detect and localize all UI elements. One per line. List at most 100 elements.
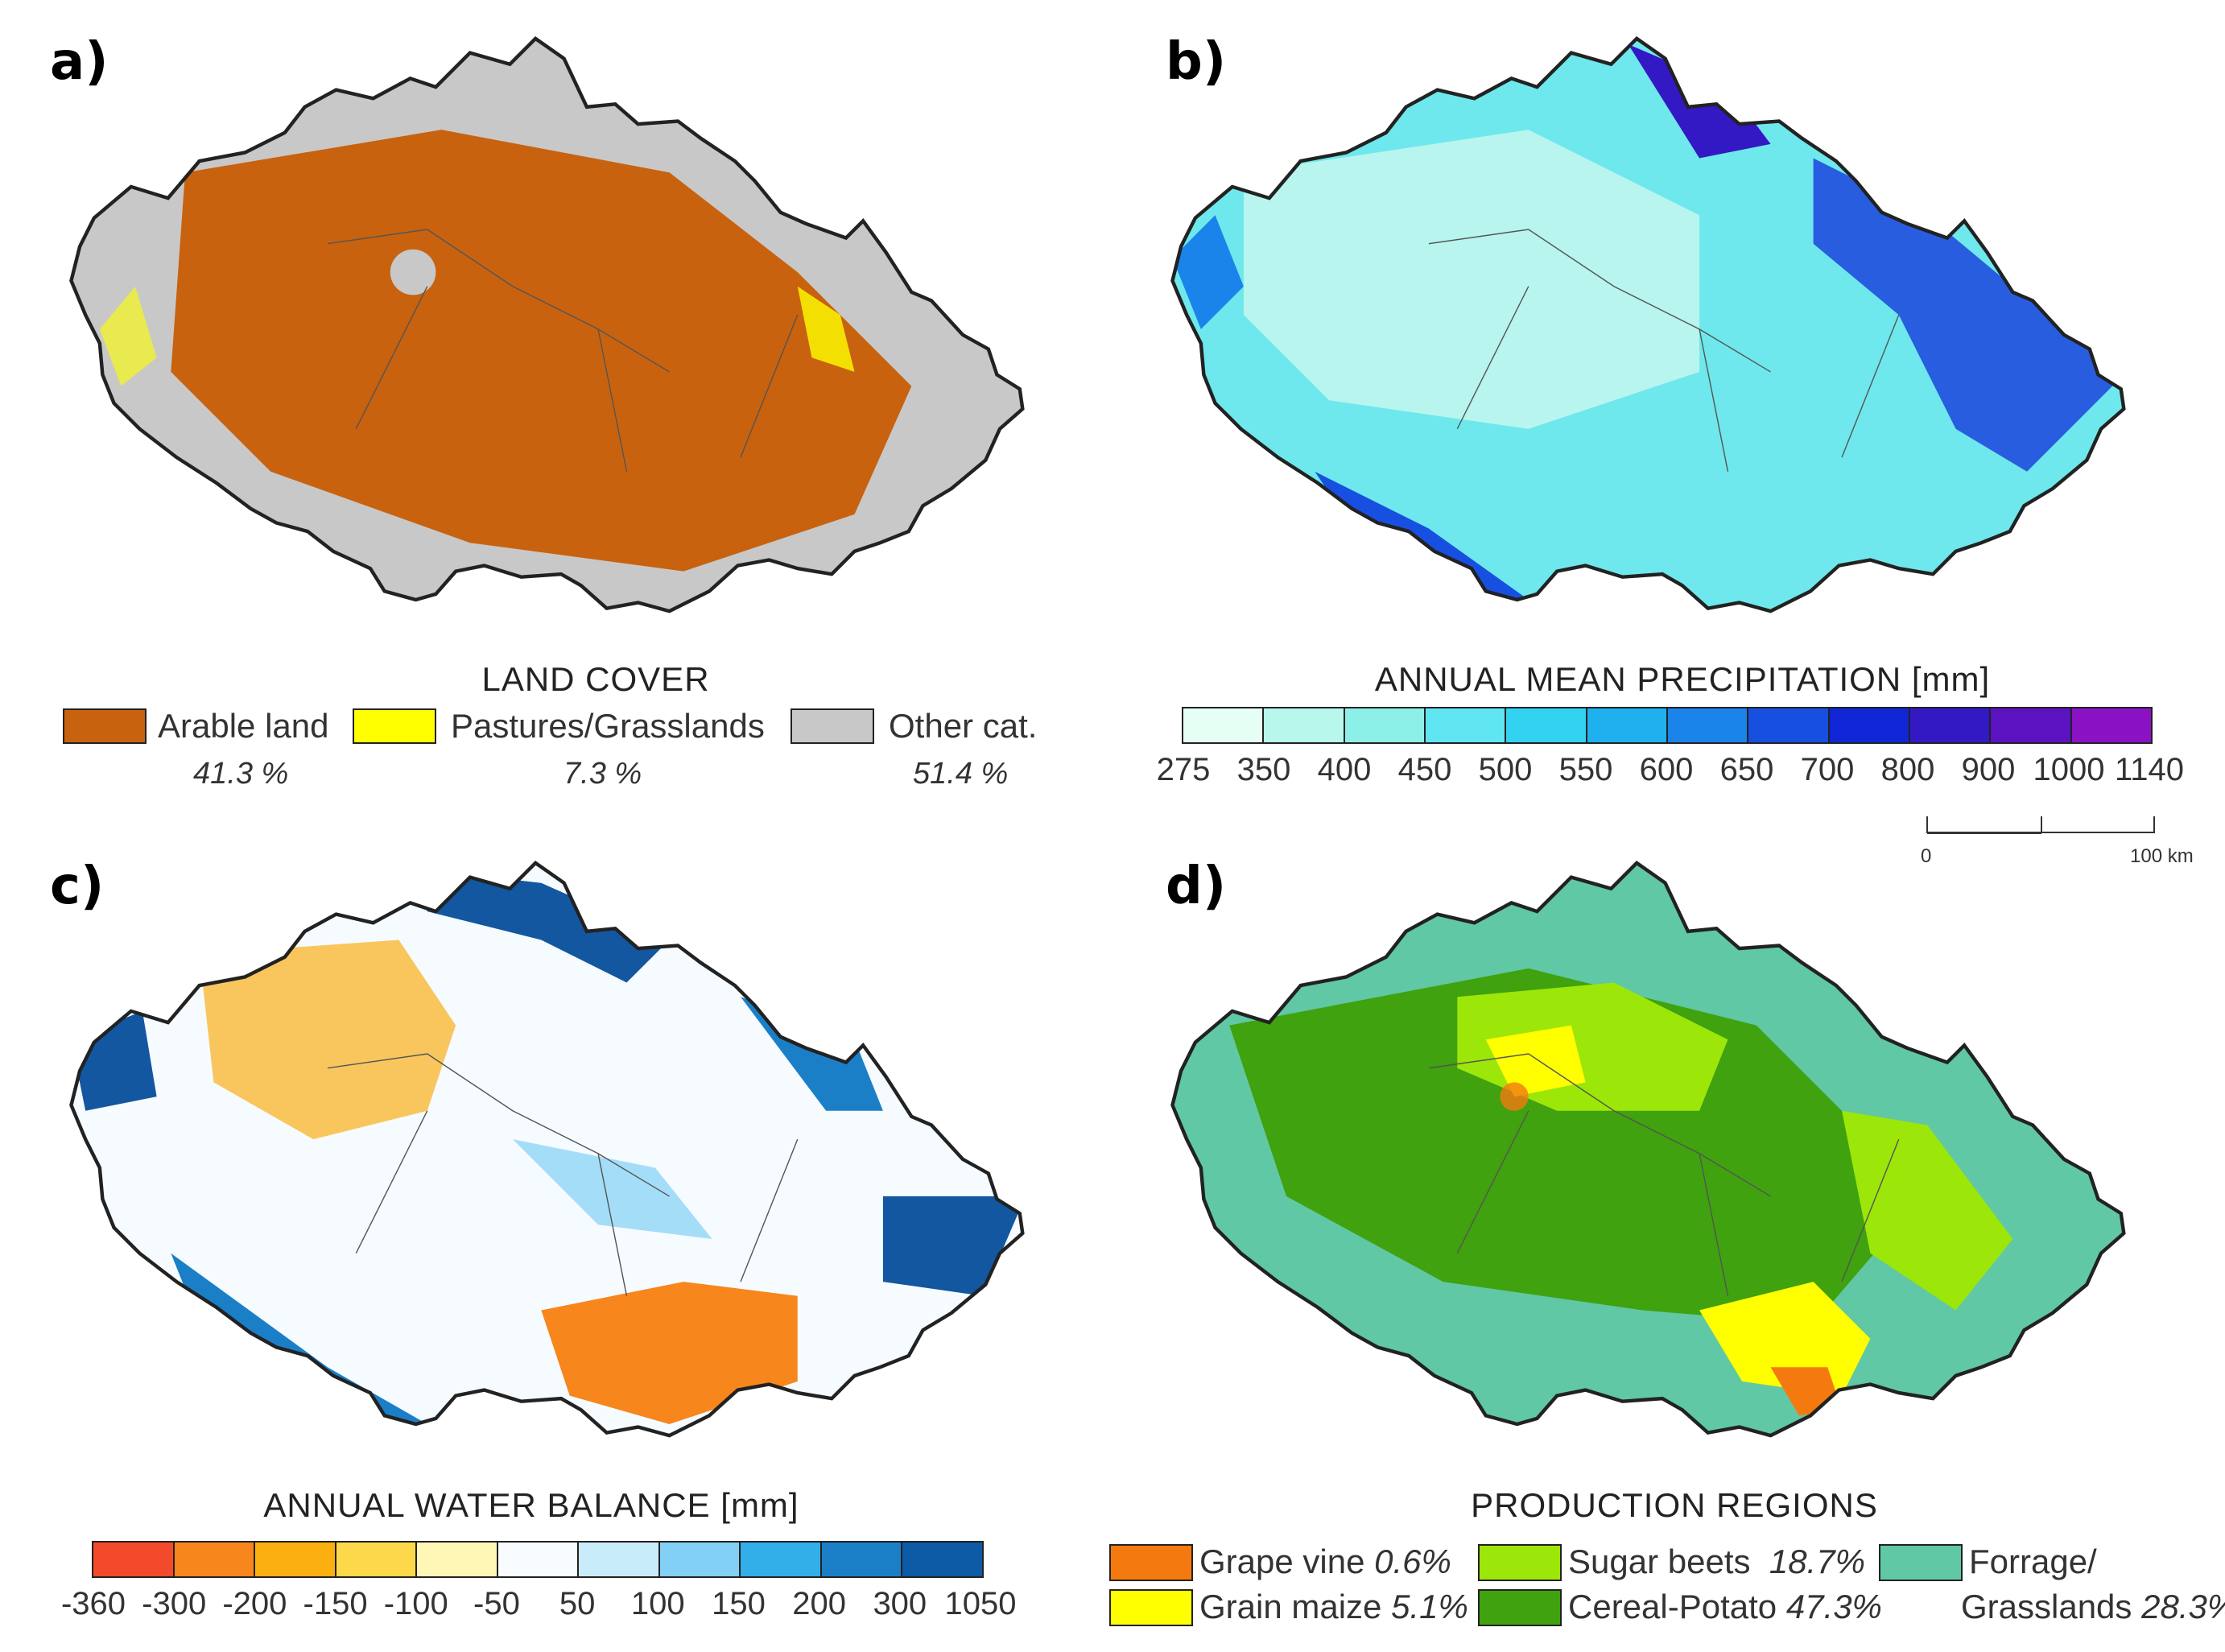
precip-tick-10: 900 (1961, 752, 2016, 787)
map-water-balance (0, 824, 1111, 1468)
panel-c-letter: c) (50, 857, 105, 916)
water-swatch-8 (741, 1543, 822, 1576)
precip-tick-4: 500 (1478, 752, 1533, 787)
legend-cereal-swatch (1478, 1589, 1562, 1626)
precip-tick-2: 400 (1317, 752, 1372, 787)
water-tick-8: 150 (712, 1586, 766, 1621)
map-d-cereal (1229, 968, 1899, 1325)
precip-tick-3: 450 (1397, 752, 1452, 787)
map-b-wet-sw (1315, 471, 1529, 600)
title-water-balance: ANNUAL WATER BALANCE [mm] (263, 1486, 799, 1524)
legend-sugar-label: Sugar beets 18.7% (1568, 1543, 1865, 1580)
legend-grape-label: Grape vine 0.6% (1199, 1543, 1451, 1580)
precip-swatch-9 (1909, 708, 1992, 742)
water-balance-colorbar (92, 1541, 984, 1578)
legend-maize-swatch (1109, 1589, 1193, 1626)
precip-swatch-0 (1183, 708, 1265, 742)
precip-tick-1: 350 (1236, 752, 1291, 787)
precipitation-colorbar (1182, 707, 2153, 744)
water-swatch-0 (93, 1543, 175, 1576)
panel-d-letter: d) (1166, 857, 1227, 916)
panel-b-letter: b) (1166, 32, 1227, 92)
water-tick-3: -150 (303, 1586, 368, 1621)
map-precipitation (1101, 0, 2212, 644)
water-tick-5: -50 (473, 1586, 520, 1621)
legend-forage-swatch (1879, 1544, 1963, 1581)
map-d-maize-north (1485, 1025, 1586, 1097)
precip-swatch-7 (1748, 708, 1830, 742)
water-swatch-7 (659, 1543, 741, 1576)
precip-tick-9: 800 (1880, 752, 1935, 787)
precip-tick-11: 1000 (2033, 752, 2105, 787)
water-swatch-4 (417, 1543, 498, 1576)
precip-tick-7: 650 (1719, 752, 1774, 787)
title-production-regions: PRODUCTION REGIONS (1471, 1486, 1878, 1524)
water-tick-10: 300 (873, 1586, 927, 1621)
precip-swatch-4 (1506, 708, 1587, 742)
precip-tick-0: 275 (1156, 752, 1211, 787)
precip-swatch-8 (1829, 708, 1910, 742)
water-swatch-5 (497, 1543, 580, 1576)
legend-pasture-label: Pastures/Grasslands (451, 707, 765, 745)
title-precipitation: ANNUAL MEAN PRECIPITATION [mm] (1374, 660, 1991, 698)
legend-other-swatch (791, 708, 874, 744)
legend-pasture-pct: 7.3 % (563, 757, 642, 791)
water-tick-11: 1050 (944, 1586, 1017, 1621)
legend-pasture-swatch (353, 708, 436, 744)
precip-swatch-1 (1264, 708, 1345, 742)
water-tick-7: 100 (630, 1586, 685, 1621)
water-tick-2: -200 (222, 1586, 287, 1621)
legend-other-pct: 51.4 % (913, 757, 1009, 791)
water-swatch-9 (821, 1543, 903, 1576)
panel-a-letter: a) (50, 32, 109, 92)
precip-swatch-6 (1667, 708, 1749, 742)
map-a-regions (327, 229, 799, 472)
precip-tick-5: 550 (1558, 752, 1613, 787)
map-b-wet-west (1172, 215, 1244, 329)
map-b-dry (1243, 130, 1700, 429)
legend-forage-label-2: Grasslands 28.3% (1961, 1588, 2225, 1625)
scale-bar-end: 100 km (2130, 845, 2194, 867)
water-swatch-6 (579, 1543, 660, 1576)
precip-swatch-3 (1425, 708, 1507, 742)
legend-maize-label: Grain maize 5.1% (1199, 1588, 1468, 1625)
map-b-regions (1428, 229, 1900, 472)
map-d-sugar-east (1842, 1110, 2013, 1311)
map-a-pasture (797, 286, 855, 372)
precip-swatch-2 (1344, 708, 1426, 742)
scale-bar-start: 0 (1921, 845, 1932, 867)
map-c-deficit-south (541, 1282, 798, 1424)
precip-tick-12: 1140 (2114, 752, 2185, 787)
legend-grape-swatch (1109, 1544, 1193, 1581)
title-land-cover: LAND COVER (481, 660, 710, 698)
water-tick-9: 200 (792, 1586, 846, 1621)
water-swatch-1 (174, 1543, 256, 1576)
water-tick-4: -100 (383, 1586, 448, 1621)
scale-bar (1926, 816, 2155, 834)
precip-tick-8: 700 (1800, 752, 1855, 787)
map-d-maize-south (1699, 1282, 1871, 1396)
precip-swatch-5 (1587, 708, 1668, 742)
map-a-prague (390, 249, 436, 295)
legend-arable-swatch (63, 708, 147, 744)
water-tick-6: 50 (559, 1586, 596, 1621)
precip-tick-6: 600 (1639, 752, 1694, 787)
legend-forage-label: Forrage/ (1969, 1543, 2097, 1580)
legend-arable-label: Arable land (158, 707, 329, 745)
water-swatch-2 (255, 1543, 336, 1576)
legend-arable-pct: 41.3 % (193, 757, 289, 791)
map-a-pasture-west (99, 286, 157, 386)
map-d-grape-prague (1500, 1082, 1529, 1111)
map-b-wet-east (1813, 158, 2124, 472)
water-tick-1: -300 (142, 1586, 207, 1621)
map-production-regions (1101, 824, 2212, 1468)
water-tick-0: -360 (60, 1586, 126, 1621)
map-c-deficit-central (199, 940, 456, 1140)
precip-swatch-10 (1991, 708, 2072, 742)
water-swatch-3 (336, 1543, 418, 1576)
scale-bar-segment (1927, 832, 2041, 834)
map-c-surplus-mid (512, 1139, 712, 1239)
map-c-regions (327, 1053, 799, 1296)
water-swatch-10 (902, 1543, 983, 1576)
precip-swatch-11 (2071, 708, 2151, 742)
